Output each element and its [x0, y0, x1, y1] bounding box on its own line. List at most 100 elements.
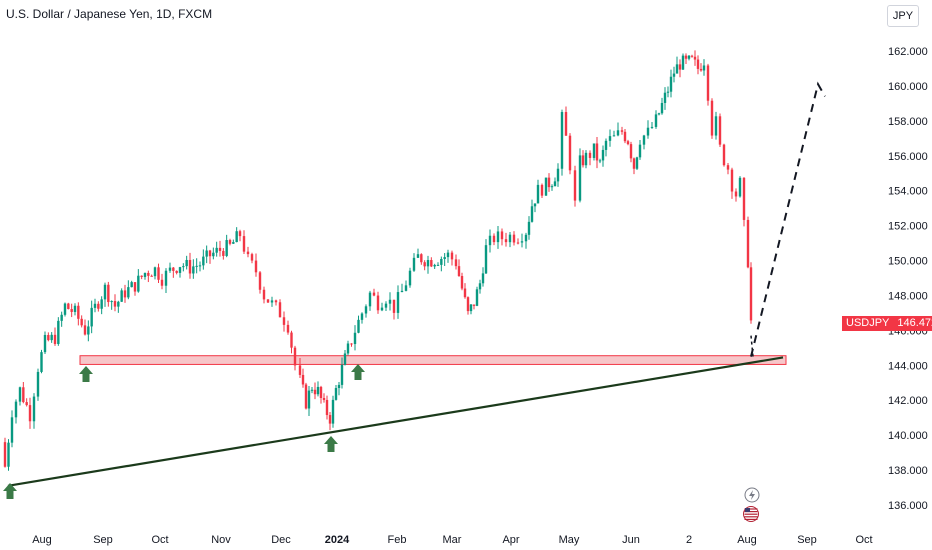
- candle-body: [666, 91, 670, 93]
- candle-body: [225, 240, 228, 256]
- candle-body: [208, 250, 212, 257]
- up-arrow-icon: [351, 364, 365, 380]
- up-arrow-icon: [324, 436, 338, 452]
- candle-body: [408, 270, 412, 286]
- candle-body: [140, 275, 143, 277]
- candle-body: [568, 135, 572, 171]
- candle-body: [107, 284, 110, 303]
- candle-body: [446, 252, 450, 258]
- candle-body: [484, 245, 488, 274]
- candle-body: [117, 301, 120, 307]
- y-tick-label: 158.000: [888, 116, 928, 128]
- x-tick-label: May: [559, 534, 580, 546]
- candle-body: [160, 279, 164, 286]
- candle-body: [475, 289, 479, 306]
- candle-body: [400, 290, 404, 293]
- candle-body: [581, 155, 585, 166]
- candle-body: [632, 158, 636, 169]
- candle-body: [123, 290, 127, 298]
- x-tick-label: Oct: [151, 534, 168, 546]
- candle-body: [516, 242, 520, 244]
- candle-body: [137, 275, 140, 292]
- candle-body: [10, 417, 14, 443]
- candle-body: [657, 113, 661, 115]
- candle-body: [185, 259, 188, 267]
- candle-body: [254, 260, 258, 273]
- candle-body: [527, 221, 531, 235]
- candle-body: [43, 334, 47, 353]
- candle-body: [337, 384, 341, 389]
- candle-body: [120, 290, 123, 302]
- candle-body: [353, 332, 357, 345]
- candle-body: [28, 405, 32, 422]
- candle-body: [36, 371, 40, 397]
- candle-body: [478, 283, 482, 290]
- candle-body: [32, 396, 36, 422]
- candle-body: [87, 326, 90, 335]
- candle-body: [626, 141, 630, 145]
- candle-body: [533, 203, 537, 207]
- candle-body: [714, 116, 718, 136]
- candle-body: [433, 264, 436, 267]
- candle-body: [663, 92, 667, 103]
- x-tick-label: Feb: [388, 534, 407, 546]
- x-tick-label: Apr: [502, 534, 519, 546]
- x-tick-label: Aug: [32, 534, 52, 546]
- currency-button[interactable]: JPY: [887, 5, 919, 27]
- candle-body: [702, 65, 706, 71]
- candle-body: [14, 401, 18, 418]
- candle-body: [396, 292, 400, 313]
- candle-body: [592, 143, 596, 158]
- candle-body: [738, 177, 742, 197]
- x-tick-label: Mar: [443, 534, 462, 546]
- candle-body: [420, 254, 423, 263]
- candle-body: [690, 55, 694, 57]
- candle-body: [133, 282, 137, 292]
- candle-body: [616, 130, 620, 136]
- candle-body: [258, 272, 262, 290]
- y-tick-label: 152.000: [888, 221, 928, 233]
- candle-body: [310, 389, 314, 391]
- candle-body: [536, 184, 540, 204]
- candle-body: [250, 254, 254, 261]
- candle-body: [466, 297, 470, 312]
- candle-body: [18, 387, 22, 402]
- candle-body: [681, 55, 685, 70]
- candle-body: [584, 152, 588, 166]
- candle-body: [262, 289, 266, 300]
- candle-body: [696, 59, 700, 69]
- candle-body: [547, 177, 551, 188]
- candle-body: [672, 73, 676, 77]
- candle-body: [319, 386, 323, 399]
- candle-body: [357, 319, 360, 333]
- candle-body: [642, 135, 646, 145]
- candle-body: [113, 301, 117, 307]
- candle-body: [730, 169, 734, 192]
- candle-body: [293, 347, 297, 366]
- candle-body: [481, 273, 485, 284]
- candle-body: [53, 334, 57, 344]
- candle-body: [157, 267, 160, 280]
- candle-body: [604, 140, 608, 150]
- candle-body: [331, 399, 335, 424]
- flag-canton: [745, 508, 750, 512]
- candle-body: [492, 235, 496, 243]
- y-tick-label: 138.000: [888, 465, 928, 477]
- candle-body: [322, 398, 326, 400]
- candle-body: [500, 231, 504, 240]
- candle-body: [360, 313, 364, 320]
- candle-body: [540, 184, 544, 196]
- y-tick-label: 144.000: [888, 360, 928, 372]
- y-tick-label: 154.000: [888, 186, 928, 198]
- x-tick-label: Aug: [737, 534, 757, 546]
- y-tick-label: 150.000: [888, 256, 928, 268]
- candle-body: [520, 241, 524, 243]
- candle-body: [488, 235, 492, 246]
- candle-body: [205, 250, 208, 257]
- candle-body: [623, 131, 627, 142]
- candle-body: [376, 295, 380, 311]
- candle-body: [83, 325, 87, 335]
- candle-body: [508, 234, 512, 243]
- candle-body: [103, 284, 107, 300]
